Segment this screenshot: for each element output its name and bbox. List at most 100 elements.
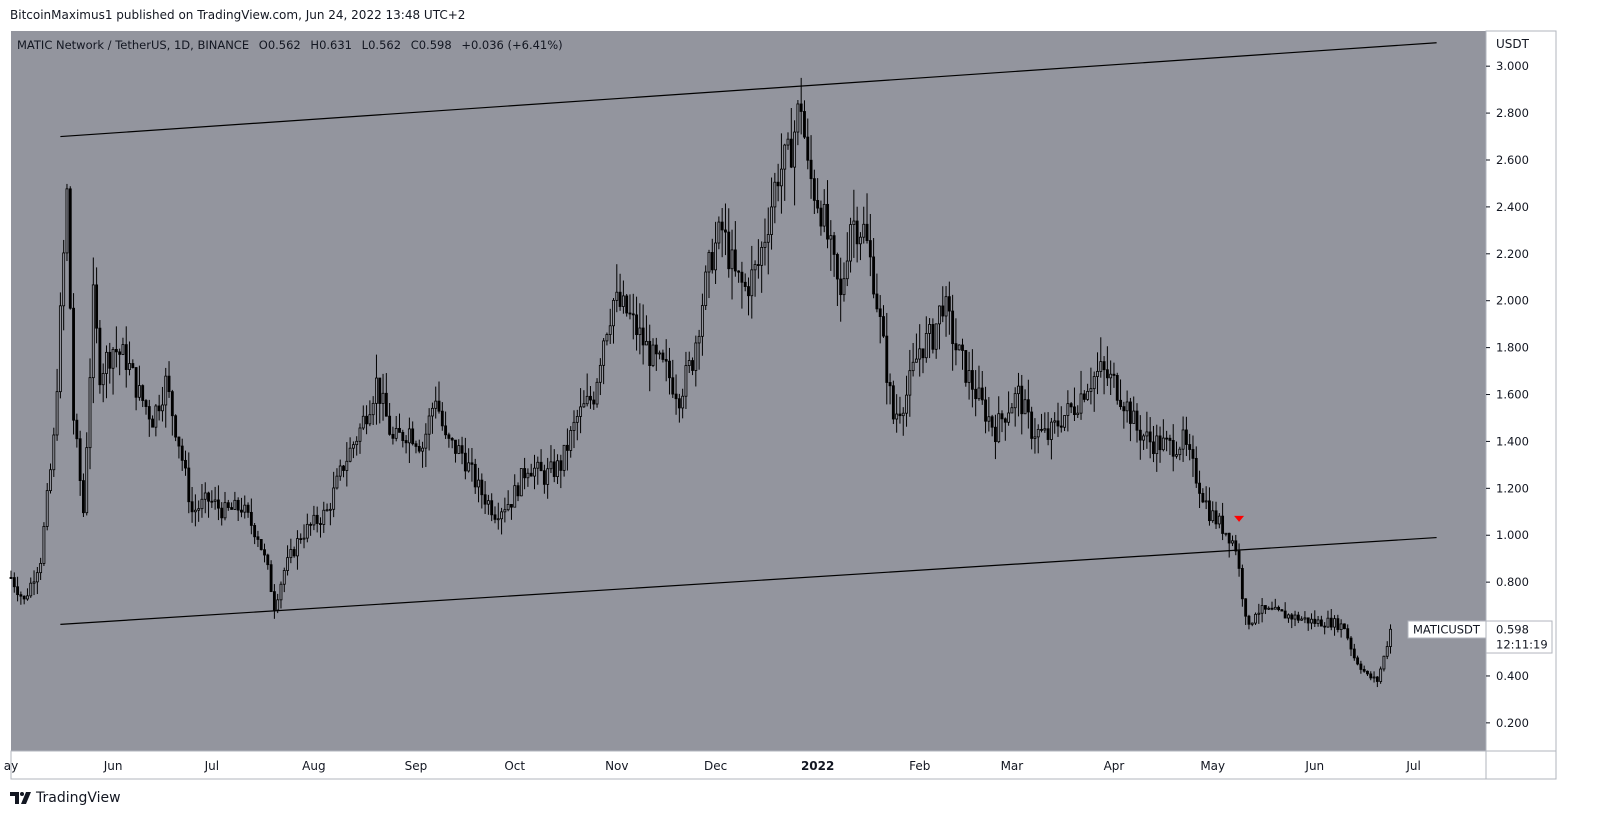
x-tick-label: Nov	[605, 759, 628, 773]
chart-header: MATIC Network / TetherUS, 1D, BINANCE O0…	[17, 38, 563, 52]
candle-body	[417, 446, 421, 452]
candle-body	[391, 433, 395, 439]
candle-body	[526, 472, 530, 479]
candle-body	[217, 499, 220, 509]
x-tick-label: Aug	[302, 759, 325, 773]
candle-body	[286, 557, 289, 571]
candle-body	[1224, 532, 1228, 535]
candle-body	[1237, 550, 1241, 569]
candle-body	[1231, 540, 1234, 544]
candle-body	[612, 299, 615, 327]
candle-body	[1092, 376, 1096, 390]
candle-body	[1254, 613, 1257, 624]
y-ticks: 3.000 2.800 2.600 2.400 2.200 2.000 1.800 1.600…	[1486, 59, 1529, 730]
x-tick-label: Oct	[504, 759, 525, 773]
candle-body	[1188, 444, 1192, 450]
candle-body	[490, 500, 494, 516]
candle-body	[1300, 618, 1304, 621]
candle-body	[253, 525, 257, 538]
candle-body	[1250, 622, 1254, 625]
footer-brand[interactable]: TradingView	[10, 790, 121, 806]
candle-body	[957, 344, 961, 351]
y-tick-label: 0.800	[1496, 575, 1529, 589]
x-tick-label: Feb	[909, 759, 930, 773]
last-price-label: MATICUSDT 0.598 12:11:19	[1407, 620, 1553, 654]
candle-body	[506, 503, 510, 511]
candle-body	[1191, 449, 1195, 459]
x-tick-label: May	[1200, 759, 1225, 773]
candle-body	[29, 582, 33, 597]
candle-body	[565, 444, 569, 451]
candle-body	[223, 502, 227, 519]
candle-body	[684, 365, 688, 397]
candle-body	[470, 462, 474, 465]
candle-body	[1329, 617, 1333, 628]
candle-body	[137, 385, 141, 398]
candle-body	[78, 438, 82, 481]
candle-body	[766, 234, 770, 243]
candle-body	[951, 310, 955, 345]
candle-body	[378, 377, 382, 404]
candle-body	[263, 549, 266, 556]
candle-body	[523, 468, 527, 479]
candle-body	[477, 479, 480, 488]
candle-body	[358, 427, 362, 442]
candle-body	[694, 342, 698, 371]
candle-body	[1089, 388, 1093, 392]
candle-body	[638, 327, 642, 336]
candle-body	[1168, 437, 1172, 441]
candle-body	[704, 271, 708, 306]
candle-body	[556, 460, 559, 477]
candle-body	[681, 395, 685, 409]
candle-body	[819, 207, 823, 227]
candle-body	[602, 340, 606, 366]
candle-body	[322, 509, 326, 525]
candle-body	[1175, 454, 1178, 457]
candle-body	[1270, 607, 1274, 610]
plot-area[interactable]	[11, 31, 1486, 751]
candle-body	[697, 335, 701, 344]
candle-body	[572, 421, 576, 431]
candle-body	[1125, 401, 1129, 412]
candle-body	[174, 415, 178, 438]
candle-body	[628, 312, 632, 315]
candle-body	[964, 350, 968, 383]
candle-body	[1234, 540, 1238, 552]
candle-body	[1290, 614, 1294, 620]
candle-body	[799, 103, 803, 112]
candle-body	[421, 447, 424, 452]
candle-body	[707, 252, 711, 273]
candle-body	[1204, 500, 1208, 503]
candle-body	[39, 563, 43, 574]
candle-body	[582, 403, 586, 408]
candle-body	[49, 469, 52, 492]
red-down-triangle-marker	[1234, 515, 1245, 522]
candle-body	[503, 509, 507, 513]
candle-body	[440, 410, 444, 427]
candle-body	[651, 344, 655, 366]
candle-body	[1343, 623, 1346, 630]
candle-body	[463, 452, 467, 472]
candle-body	[1115, 375, 1119, 401]
candle-body	[1372, 676, 1376, 679]
change-value: +0.036 (+6.41%)	[461, 38, 562, 52]
candle-body	[994, 426, 997, 443]
last-price-value: 0.598	[1496, 623, 1529, 637]
candle-body	[1069, 403, 1073, 408]
candle-body	[780, 168, 783, 187]
candle-body	[72, 307, 75, 421]
candle-body	[924, 333, 928, 359]
candle-body	[1109, 373, 1113, 379]
candle-body	[882, 316, 885, 337]
candle-body	[1102, 361, 1106, 371]
candle-body	[835, 254, 839, 280]
x-tick-label: ay	[4, 759, 18, 773]
candle-body	[1046, 428, 1050, 440]
candle-body	[309, 523, 313, 526]
time-axis[interactable]	[10, 750, 1487, 780]
candle-body	[1020, 385, 1024, 415]
candle-body	[407, 428, 411, 444]
candle-body	[1333, 618, 1336, 628]
candle-body	[980, 387, 984, 401]
